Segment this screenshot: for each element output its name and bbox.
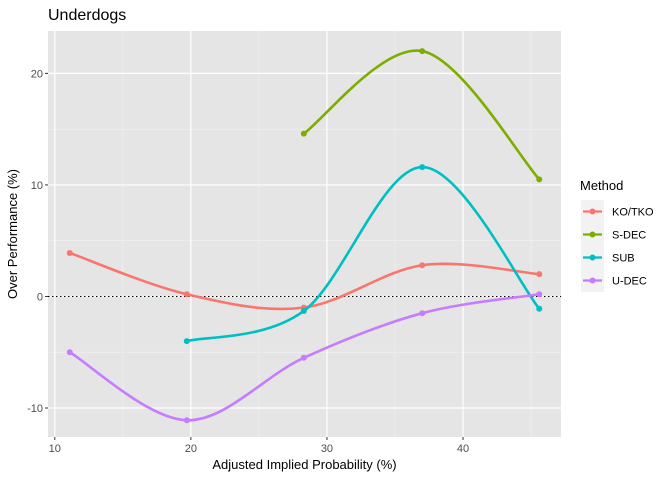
data-point-sub bbox=[183, 338, 190, 345]
data-point-ko-tko bbox=[419, 262, 426, 269]
data-point-u-dec bbox=[536, 291, 543, 298]
legend-key-point bbox=[589, 208, 596, 215]
data-point-sub bbox=[536, 305, 543, 312]
x-tick-label: 40 bbox=[457, 443, 469, 455]
series-s-dec bbox=[300, 48, 543, 183]
data-point-u-dec bbox=[66, 349, 73, 356]
legend-title: Method bbox=[580, 178, 623, 193]
data-point-u-dec bbox=[419, 310, 426, 317]
legend-key-point bbox=[589, 231, 596, 238]
x-tick-label: 10 bbox=[49, 443, 61, 455]
chart-title: Underdogs bbox=[48, 7, 126, 24]
data-point-s-dec bbox=[300, 130, 307, 137]
legend-label: S-DEC bbox=[612, 230, 646, 242]
series-sub bbox=[183, 164, 543, 345]
x-axis-title: Adjusted Implied Probability (%) bbox=[212, 457, 396, 472]
legend-item-sub: SUB bbox=[581, 246, 635, 269]
data-point-sub bbox=[419, 164, 426, 171]
y-axis-ticks: -10 0 10 20 bbox=[27, 68, 48, 415]
y-tick-label: 20 bbox=[31, 68, 43, 80]
legend-item-ko-tko: KO/TKO bbox=[581, 200, 654, 223]
data-point-s-dec bbox=[419, 48, 426, 55]
data-point-s-dec bbox=[536, 176, 543, 183]
legend-label: KO/TKO bbox=[612, 207, 654, 219]
y-tick-label: 0 bbox=[37, 291, 43, 303]
legend-item-s-dec: S-DEC bbox=[581, 223, 646, 246]
minor-gridlines bbox=[48, 31, 561, 437]
legend-key-point bbox=[589, 277, 596, 284]
x-tick-label: 30 bbox=[321, 443, 333, 455]
legend-label: SUB bbox=[612, 253, 635, 265]
series-ko-tko bbox=[66, 249, 543, 311]
legend-item-u-dec: U-DEC bbox=[581, 269, 647, 292]
x-axis-ticks: 10 20 30 40 bbox=[49, 437, 469, 455]
data-point-ko-tko bbox=[536, 271, 543, 278]
plot-panel bbox=[48, 31, 561, 437]
data-point-ko-tko bbox=[66, 249, 73, 256]
series-u-dec bbox=[66, 291, 543, 424]
series-layer bbox=[66, 48, 543, 424]
data-point-u-dec bbox=[300, 354, 307, 361]
y-axis-title: Over Performance (%) bbox=[5, 169, 20, 299]
data-point-sub bbox=[300, 307, 307, 314]
y-tick-label: 10 bbox=[31, 180, 43, 192]
data-point-ko-tko bbox=[183, 291, 190, 298]
y-tick-label: -10 bbox=[27, 403, 43, 415]
data-point-u-dec bbox=[183, 417, 190, 424]
x-tick-label: 20 bbox=[185, 443, 197, 455]
legend-label: U-DEC bbox=[612, 276, 647, 288]
legend: Method KO/TKO S-DEC SUB U-DEC bbox=[580, 178, 654, 292]
series-line-sub bbox=[185, 165, 541, 343]
legend-key-point bbox=[589, 254, 596, 261]
